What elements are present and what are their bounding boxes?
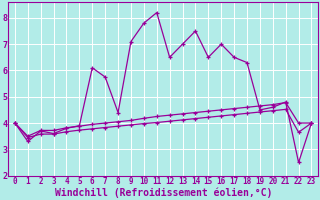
X-axis label: Windchill (Refroidissement éolien,°C): Windchill (Refroidissement éolien,°C) (54, 187, 272, 198)
